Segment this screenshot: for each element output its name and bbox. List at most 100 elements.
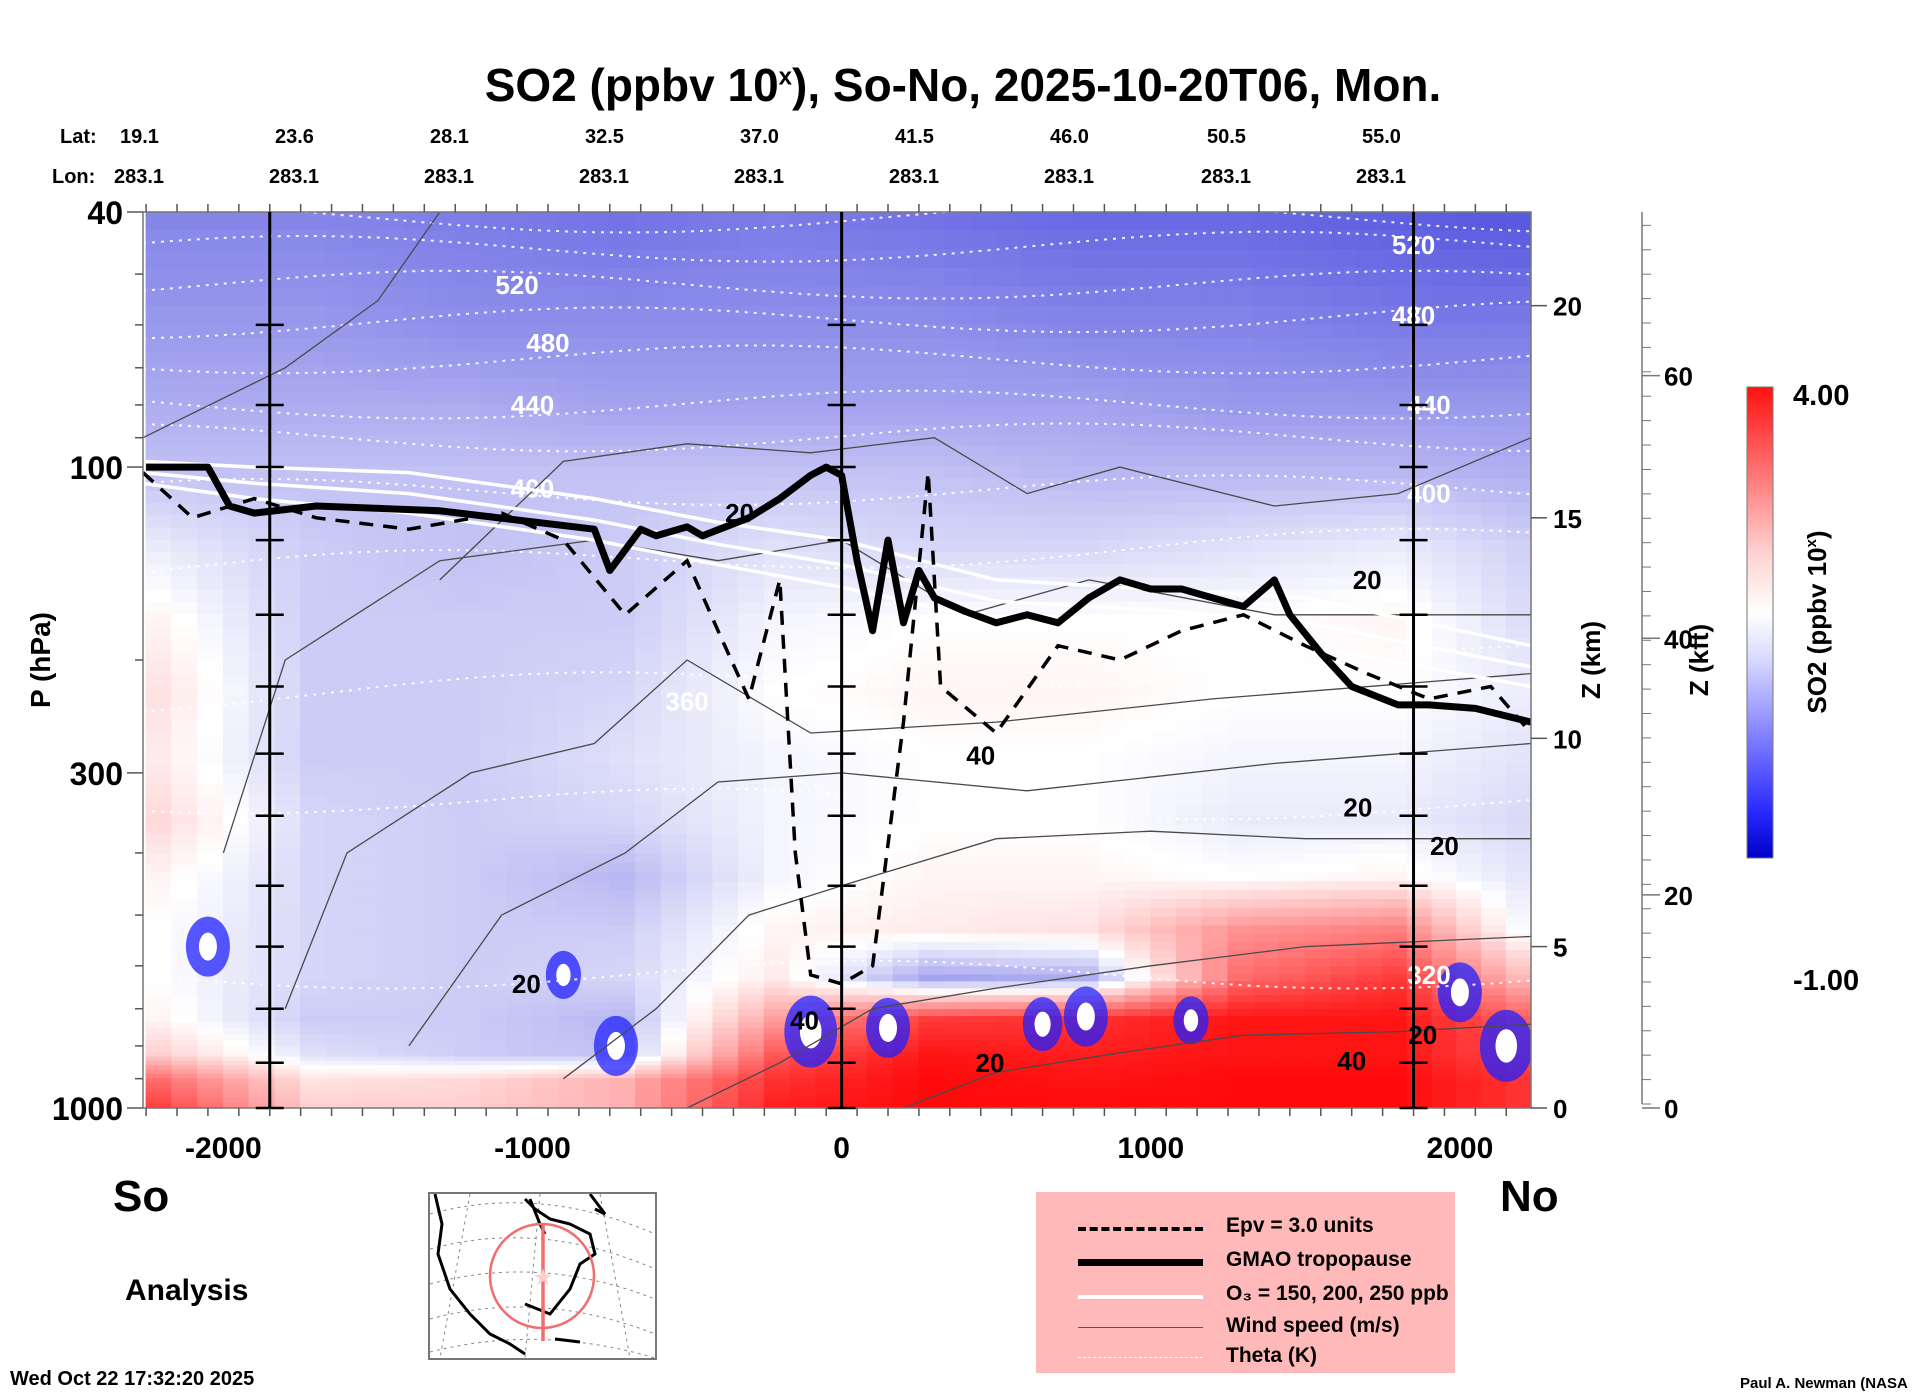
so2-cell	[1072, 941, 1100, 951]
so2-cell	[145, 539, 173, 554]
so2-cell	[1330, 445, 1358, 458]
so2-cell	[351, 286, 379, 307]
so2-cell	[712, 305, 740, 326]
so2-cell	[686, 638, 714, 652]
so2-cell	[1227, 552, 1255, 566]
so2-cell	[1431, 212, 1458, 232]
so2-cell	[532, 638, 559, 652]
so2-cell	[145, 773, 173, 786]
so2-cell	[274, 305, 302, 326]
so2-cell	[1227, 324, 1255, 339]
so2-cell	[1176, 527, 1203, 541]
so2-cell	[1279, 552, 1306, 566]
so2-cell	[686, 697, 714, 710]
so2-cell	[274, 286, 302, 307]
so2-cell	[351, 1028, 379, 1036]
so2-cell	[635, 890, 662, 901]
so2-cell	[325, 988, 353, 997]
so2-cell	[815, 638, 843, 652]
so2-cell	[1431, 589, 1458, 603]
so2-cell	[892, 404, 920, 416]
so2-cell	[454, 988, 482, 997]
so2-cell	[609, 1073, 637, 1080]
so2-cell	[300, 589, 327, 603]
so2-cell	[918, 1056, 946, 1062]
so2-cell	[506, 1046, 534, 1054]
so2-cell	[145, 527, 173, 541]
so2-cell	[1150, 1002, 1178, 1011]
so2-cell	[660, 988, 688, 997]
so2-cell	[1124, 1083, 1152, 1089]
so2-cell	[1406, 916, 1433, 927]
so2-cell	[583, 503, 611, 517]
so2-cell	[1072, 686, 1100, 699]
so2-cell	[712, 741, 740, 755]
so2-cell	[377, 981, 405, 990]
so2-cell	[1098, 872, 1126, 883]
so2-cell	[274, 815, 302, 826]
so2-cell	[1098, 824, 1126, 836]
so2-cell	[712, 351, 740, 366]
so2-cell	[841, 650, 868, 664]
so2-cell	[248, 1046, 276, 1054]
so2-cell	[866, 730, 894, 743]
so2-cell	[1505, 941, 1531, 951]
so2-cell	[1304, 377, 1332, 393]
so2-cell	[712, 981, 740, 990]
so2-cell	[892, 719, 920, 732]
so2-cell	[1456, 843, 1483, 855]
so2-cell	[428, 708, 456, 721]
so2-cell	[1150, 763, 1178, 775]
so2-cell	[300, 958, 327, 968]
so2-cell	[1481, 539, 1507, 554]
so2-cell	[995, 863, 1023, 874]
so2-cell	[969, 988, 997, 997]
so2-cell	[1201, 730, 1229, 743]
so2-cell	[1382, 949, 1408, 960]
so2-cell	[789, 564, 817, 578]
so2-cell	[1227, 404, 1255, 416]
so2-cell	[454, 815, 482, 826]
so2-cell	[635, 425, 662, 437]
so2-cell	[1406, 890, 1433, 901]
so2-cell	[1098, 552, 1126, 566]
so2-cell	[1253, 925, 1281, 935]
so2-cell	[1382, 445, 1408, 458]
so2-cell	[1047, 1065, 1074, 1071]
so2-cell	[1304, 1078, 1332, 1085]
so2-cell	[506, 1002, 534, 1011]
so2-cell	[1330, 324, 1358, 339]
so2-cell	[1505, 763, 1531, 775]
so2-cell	[686, 1034, 714, 1042]
so2-cell	[1481, 404, 1507, 416]
so2-cell	[248, 741, 276, 755]
so2-cell	[1021, 824, 1049, 836]
so2-cell	[1253, 686, 1281, 699]
so2-cell	[325, 941, 353, 951]
so2-cell	[815, 478, 843, 492]
so2-cell	[892, 351, 920, 366]
so2-cell	[1481, 414, 1507, 427]
so2-cell	[274, 925, 302, 935]
so2-cell	[1021, 981, 1049, 990]
so2-cell	[1505, 1002, 1531, 1011]
so2-cell	[660, 539, 688, 554]
so2-cell	[1356, 794, 1384, 806]
so2-cell	[1431, 478, 1458, 492]
so2-cell	[325, 626, 353, 640]
so2-cell	[222, 1034, 250, 1042]
so2-cell	[918, 899, 946, 909]
so2-cell	[789, 741, 817, 755]
so2-cell	[1481, 753, 1507, 765]
so2-cell	[377, 1102, 405, 1108]
so2-cell	[506, 674, 534, 688]
so2-cell	[274, 576, 302, 591]
so2-cell	[892, 1078, 920, 1085]
so2-cell	[145, 650, 173, 664]
so2-cell	[995, 601, 1023, 616]
so2-cell	[660, 650, 688, 664]
so2-cell	[403, 650, 430, 664]
so2-cell	[635, 515, 662, 529]
so2-cell	[1330, 933, 1358, 943]
so2-cell	[609, 1083, 637, 1089]
